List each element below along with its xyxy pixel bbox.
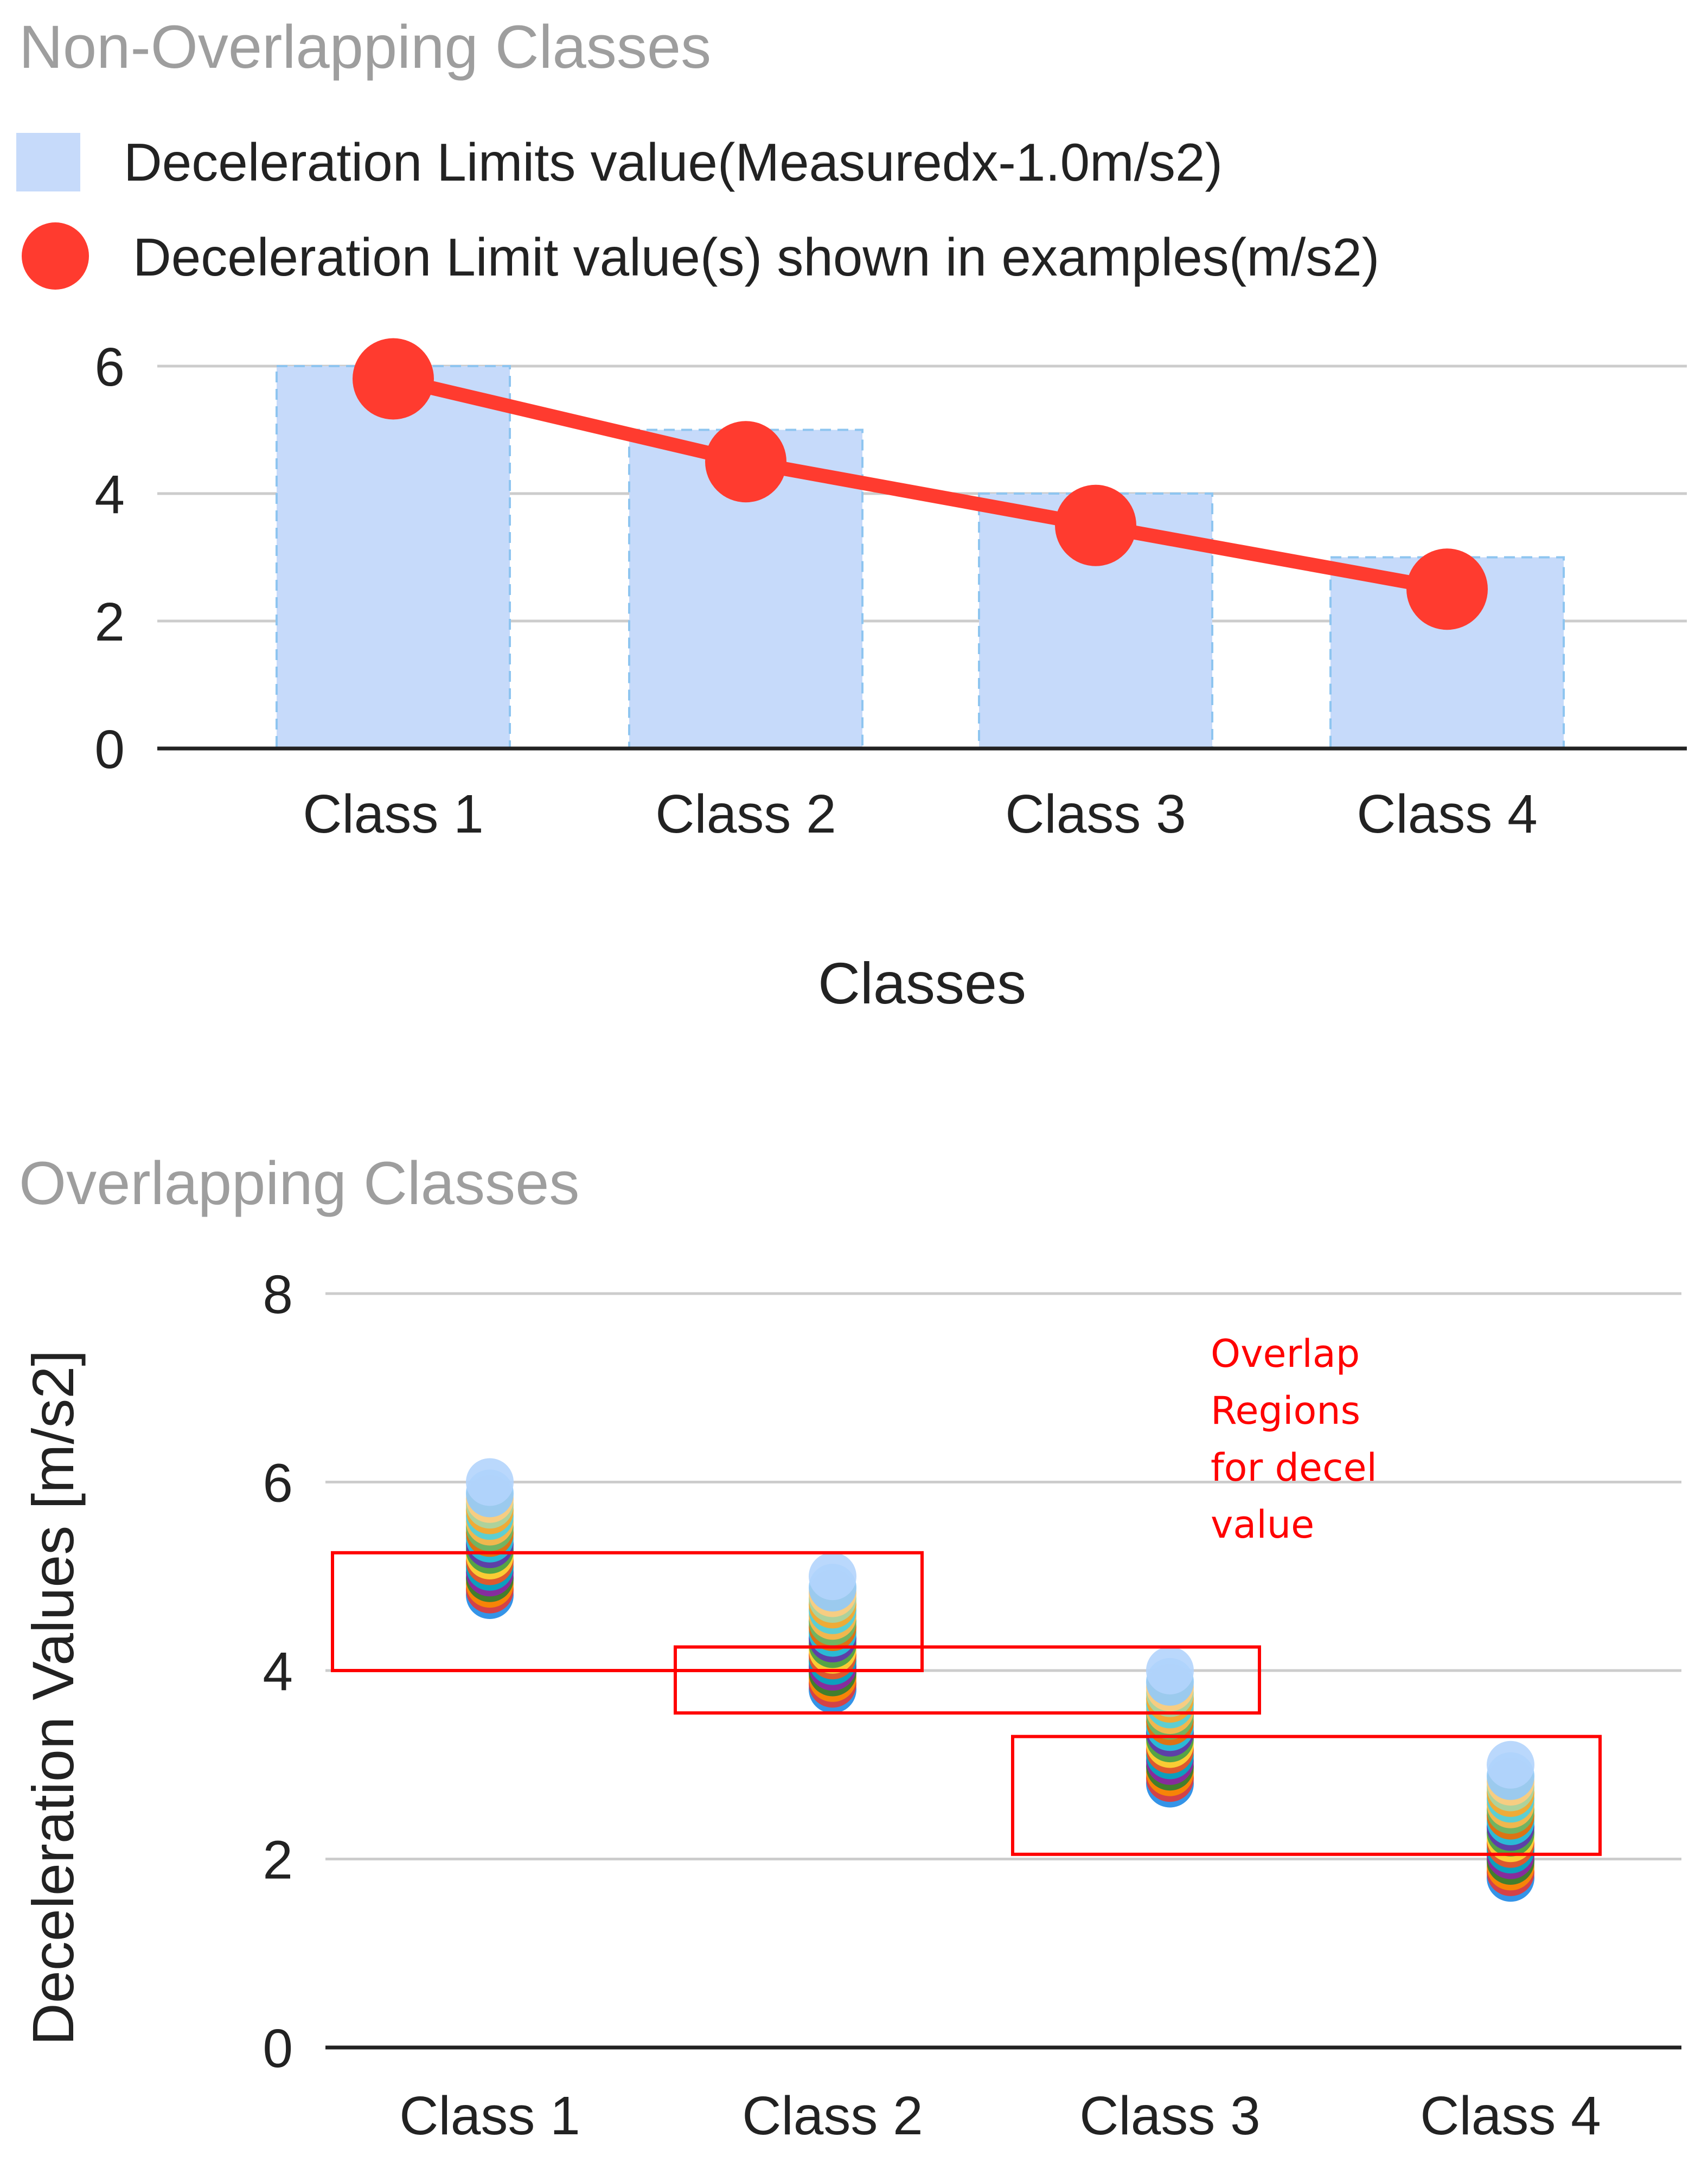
overlap-annotation-line: Regions (1211, 1389, 1360, 1433)
legend-line-marker (22, 222, 89, 290)
chart1-title: Non-Overlapping Classes (19, 13, 711, 81)
chart2-overlap-regions (331, 1551, 1602, 1856)
chart2-y-tick-label: 0 (263, 2018, 293, 2079)
chart2-y-tick-label: 8 (263, 1264, 293, 1325)
chart2-scatter-point (1487, 1741, 1534, 1789)
chart2-y-tick-label: 4 (263, 1641, 293, 1702)
overlap-annotation-text: Overlap Regions for decel value (1211, 1332, 1377, 1547)
chart2-scatter-point (466, 1458, 514, 1506)
chart1-x-tick-label: Class 2 (655, 784, 836, 844)
chart2-x-tick-label: Class 4 (1420, 2085, 1601, 2146)
legend-bar-swatch (16, 133, 80, 191)
chart1-x-tick-label: Class 3 (1005, 784, 1186, 844)
non-overlapping-chart: Non-Overlapping Classes Deceleration Lim… (16, 13, 1687, 1016)
chart2-x-tick-label: Class 3 (1079, 2085, 1260, 2146)
chart1-series-point (705, 421, 786, 503)
chart1-bar (276, 365, 511, 750)
chart1-y-tick-label: 4 (94, 464, 125, 525)
chart1-x-tick-labels: Class 1 Class 2 Class 3 Class 4 (303, 784, 1537, 844)
overlap-annotation-line: Overlap (1211, 1332, 1360, 1376)
chart1-series-point (353, 338, 434, 420)
chart1-legend: Deceleration Limits value(Measuredx-1.0m… (16, 132, 1379, 290)
chart1-y-tick-labels: 0 2 4 6 (94, 337, 125, 780)
overlap-annotation-line: value (1211, 1502, 1314, 1547)
chart2-y-tick-label: 2 (263, 1830, 293, 1891)
chart1-y-tick-label: 2 (94, 592, 125, 652)
chart2-x-tick-label: Class 2 (742, 2085, 923, 2146)
overlap-annotation: Overlap Regions for decel value (1211, 1332, 1377, 1547)
chart2-scatter-point (1146, 1647, 1194, 1694)
overlap-region-box (674, 1645, 1261, 1715)
legend-line-label: Deceleration Limit value(s) shown in exa… (133, 227, 1379, 287)
chart1-series-point (1055, 484, 1136, 566)
chart2-y-tick-labels: 0 2 4 6 8 (263, 1264, 293, 2079)
chart2-title: Overlapping Classes (19, 1149, 579, 1217)
chart1-x-axis-title: Classes (818, 950, 1026, 1016)
chart2-y-axis-title: Deceleration Values [m/s2] (20, 1350, 86, 2046)
chart1-x-tick-label: Class 1 (303, 784, 483, 844)
chart2-y-tick-label: 6 (263, 1453, 293, 1514)
chart1-y-tick-label: 6 (94, 337, 125, 398)
overlap-region-box (1011, 1735, 1602, 1856)
legend-bar-label: Deceleration Limits value(Measuredx-1.0m… (124, 132, 1223, 192)
chart1-line-series (353, 338, 1488, 630)
chart2-scatter-point (809, 1552, 856, 1601)
chart2-gridlines (325, 1292, 1681, 1860)
chart1-series-point (1406, 548, 1488, 630)
chart1-y-tick-label: 0 (94, 719, 125, 780)
chart1-series-line (386, 372, 1454, 597)
overlap-annotation-line: for decel (1211, 1445, 1377, 1490)
chart2-scatter-points (466, 1458, 1534, 1902)
chart1-x-tick-label: Class 4 (1357, 784, 1537, 844)
overlap-region-box (331, 1551, 924, 1672)
chart1-bars (276, 365, 1565, 750)
chart2-x-tick-label: Class 1 (399, 2085, 580, 2146)
chart2-x-tick-labels: Class 1 Class 2 Class 3 Class 4 (399, 2085, 1601, 2146)
overlapping-chart: Overlapping Classes Deceleration Values … (19, 1149, 1681, 2146)
